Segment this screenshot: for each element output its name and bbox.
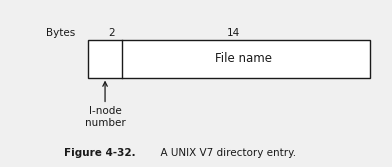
Text: Bytes: Bytes (46, 28, 75, 38)
Text: 2: 2 (109, 28, 115, 38)
Text: A UNIX V7 directory entry.: A UNIX V7 directory entry. (154, 148, 296, 158)
Text: 14: 14 (227, 28, 240, 38)
Bar (88, 40, 370, 78)
Text: I-node
number: I-node number (85, 106, 125, 128)
Text: Figure 4-32.: Figure 4-32. (64, 148, 136, 158)
Text: File name: File name (214, 52, 272, 65)
